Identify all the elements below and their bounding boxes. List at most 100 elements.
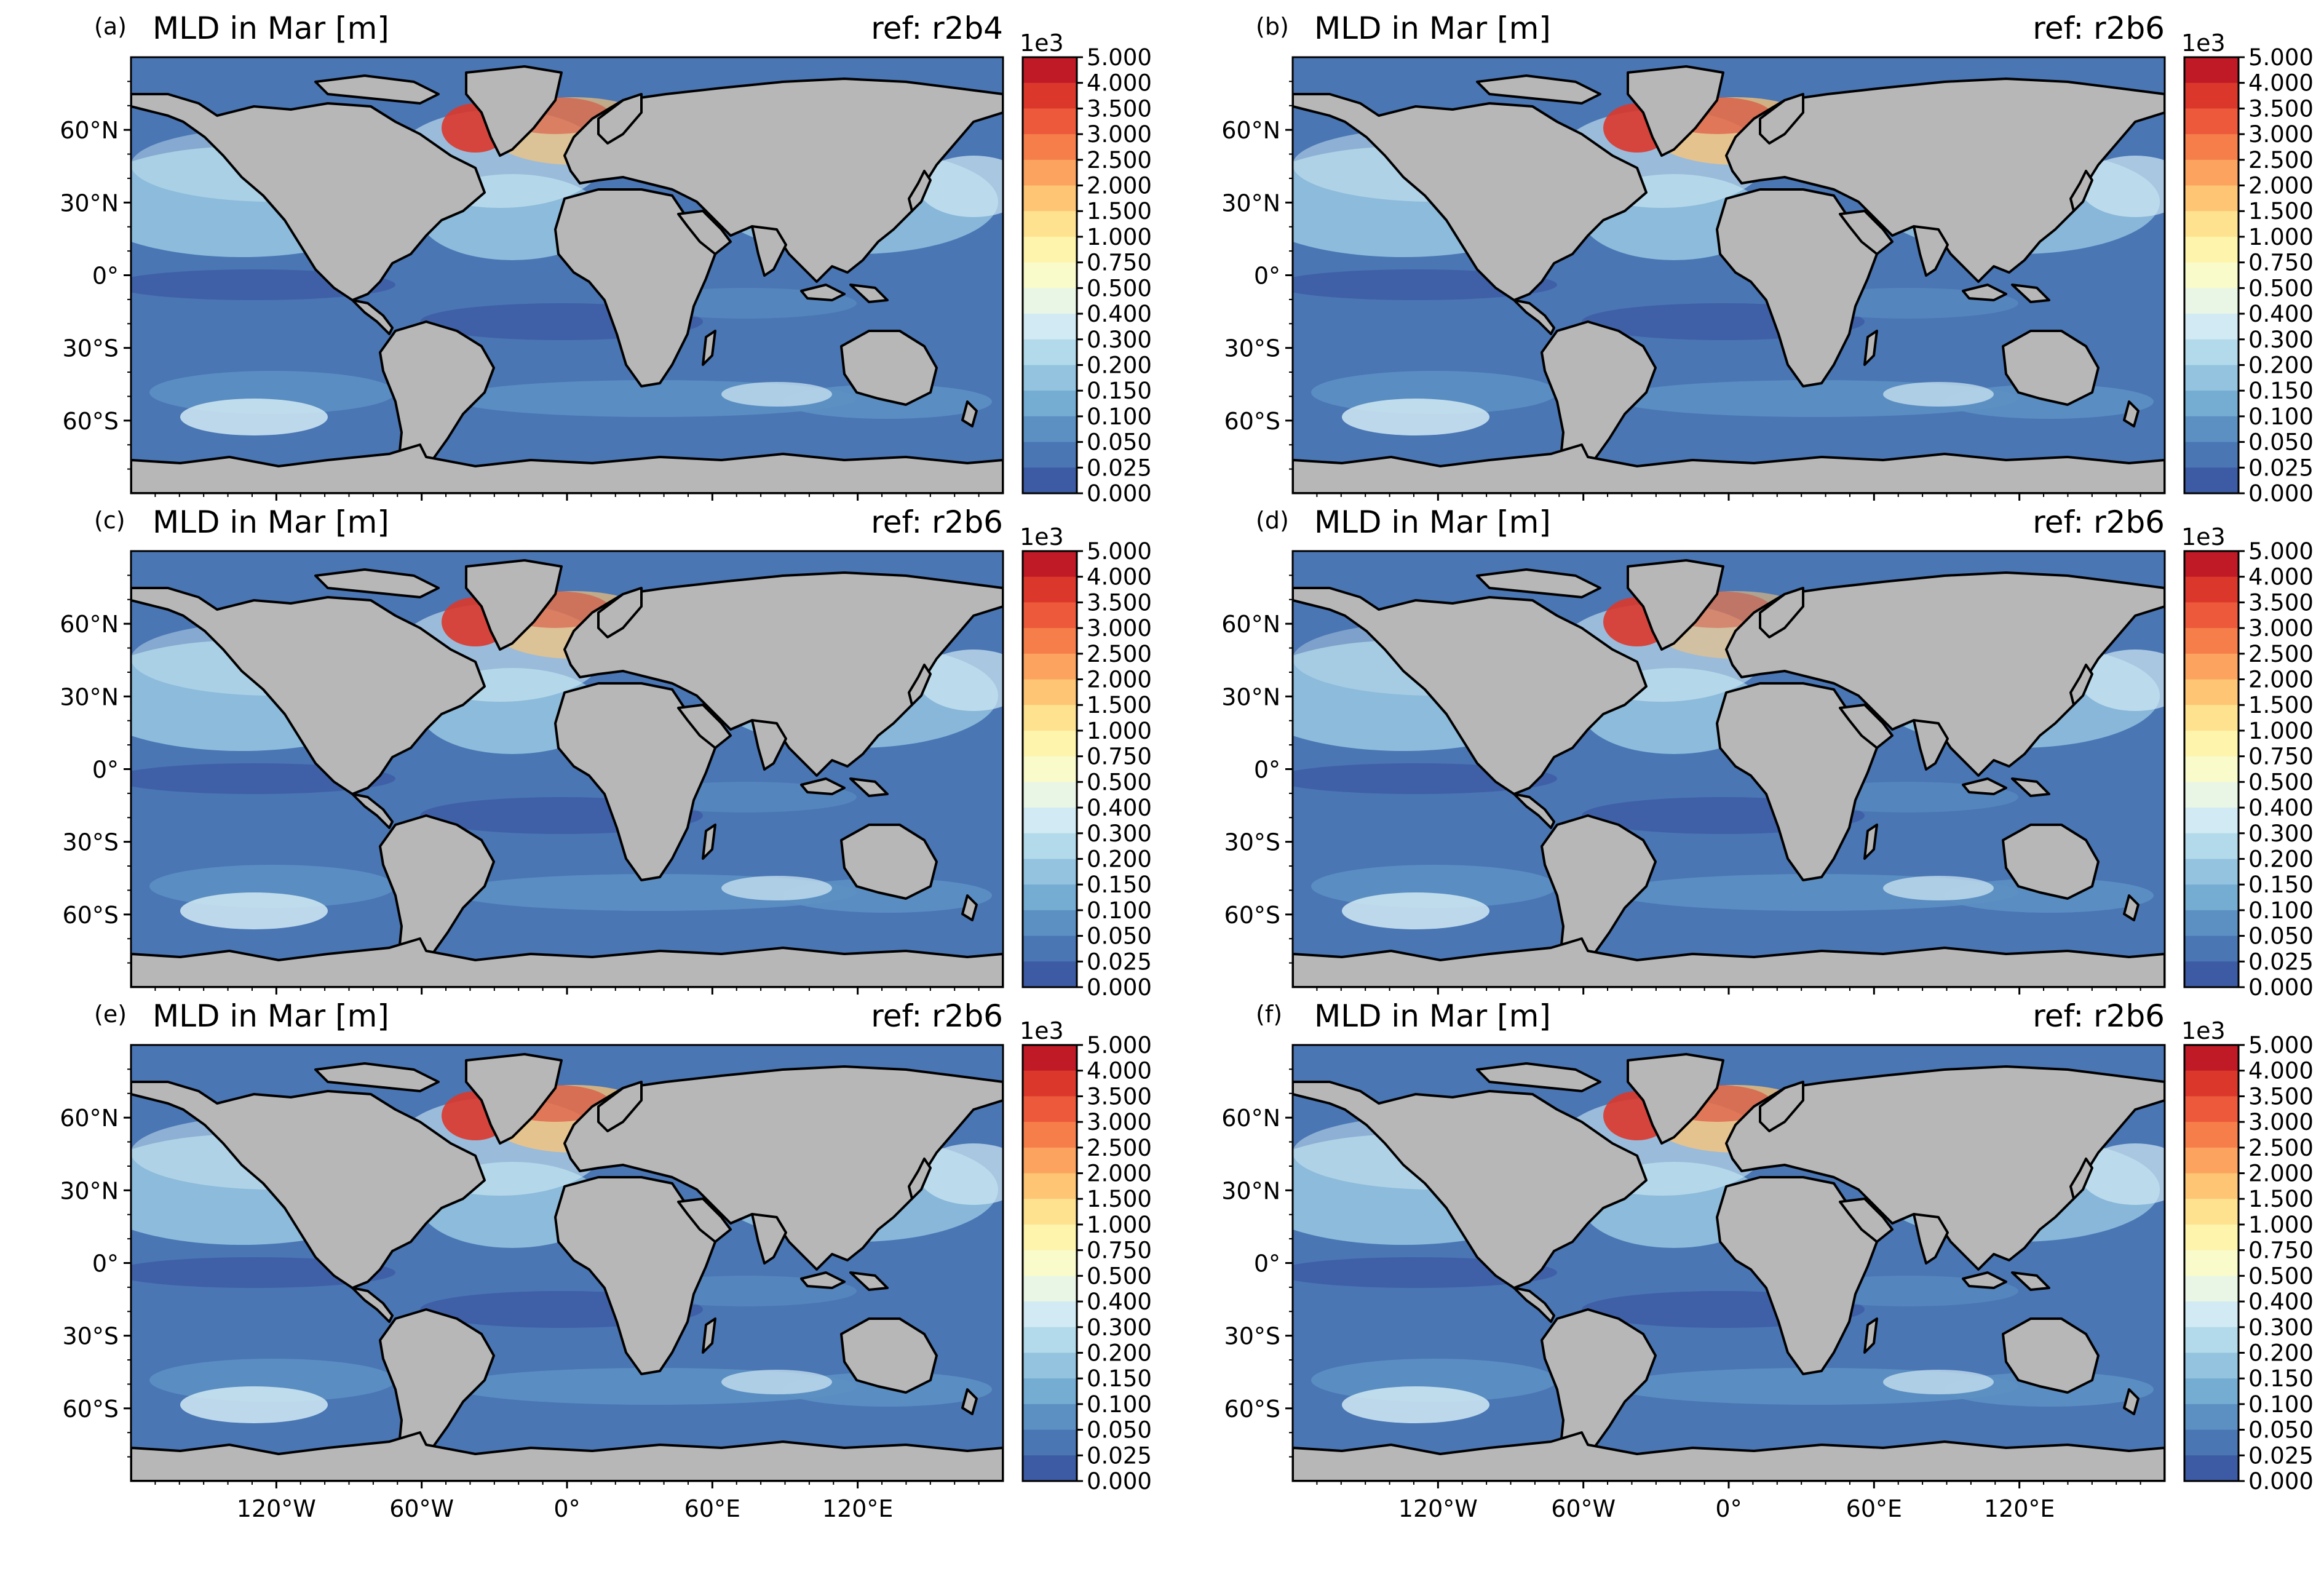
colorbar-tick-label: 0.500 [2248,769,2314,795]
colorbar-tick-label: 0.050 [1087,429,1152,456]
colorbar-tick-label: 3.500 [1087,589,1152,616]
colorbar-segment [1023,57,1077,84]
colorbar-segment [1023,833,1077,860]
colorbar-segment [2184,1301,2239,1328]
colorbar-tick-label: 2.500 [2248,147,2314,173]
panel-title: MLD in Mar [m] [1314,504,1551,540]
colorbar-tick-label: 3.500 [2248,95,2314,122]
colorbar-segment [1023,910,1077,937]
colorbar-tick-label: 0.150 [1087,872,1152,898]
y-tick-label: 60°N [1221,1105,1280,1132]
colorbar-segment [1023,602,1077,629]
colorbar-tick-label: 0.500 [1087,769,1152,795]
colorbar-tick-label: 1.500 [1087,198,1152,224]
y-tick-label: 30°S [1224,1323,1280,1350]
colorbar-segment [2184,1045,2239,1071]
colorbar-tick-label: 5.000 [1087,44,1152,71]
colorbar-tick-label: 0.500 [1087,275,1152,301]
colorbar: 5.0004.0003.5003.0002.5002.0001.5001.000… [1020,30,1152,507]
colorbar-tick-label: 0.025 [1087,948,1152,975]
colorbar-tick-label: 0.050 [2248,1417,2314,1444]
x-tick-label: 60°E [1846,1495,1902,1522]
colorbar-segment [1023,1173,1077,1199]
colorbar-segment [1023,884,1077,911]
colorbar-segment [1023,365,1077,391]
colorbar: 5.0004.0003.5003.0002.5002.0001.5001.000… [2181,30,2314,507]
colorbar-segment [1023,1378,1077,1405]
colorbar-tick-label: 4.000 [2248,1058,2314,1084]
map-panel: (f) MLD in Mar [m] ref: r2b6 60°N 30°N 0° 30°S… [1221,998,2314,1522]
panel-title: MLD in Mar [m] [153,10,389,46]
colorbar-tick-label: 3.000 [1087,615,1152,642]
x-tick-label: 0° [1715,1495,1742,1522]
colorbar: 5.0004.0003.5003.0002.5002.0001.5001.000… [2181,523,2314,1001]
colorbar-segment [1023,236,1077,263]
panel-label: (f) [1256,1001,1282,1028]
map-panel: (a) MLD in Mar [m] ref: r2b4 60°N 30°N 0° 30°S… [60,10,1152,507]
colorbar-tick-label: 0.150 [1087,1365,1152,1392]
colorbar-tick-label: 0.750 [1087,1237,1152,1264]
y-tick-label: 60°N [60,611,119,638]
colorbar-tick-label: 0.050 [2248,923,2314,950]
colorbar-segment [1023,679,1077,705]
colorbar-segment [1023,551,1077,578]
colorbar-segment [2184,262,2239,288]
colorbar-tick-label: 0.200 [1087,846,1152,872]
colorbar-tick-label: 2.500 [2248,641,2314,667]
colorbar-segment [2184,884,2239,911]
colorbar-segment [2184,653,2239,680]
y-tick-label: 30°S [63,1323,119,1350]
colorbar-tick-label: 0.050 [2248,429,2314,456]
colorbar-tick-label: 2.000 [1087,667,1152,693]
colorbar-tick-label: 0.300 [2248,327,2314,353]
y-tick-label: 60°S [63,408,119,435]
panel-ref: ref: r2b6 [871,504,1003,540]
map-field [131,551,1003,987]
colorbar-tick-label: 1.000 [1087,718,1152,744]
colorbar-tick-label: 1.000 [2248,1212,2314,1238]
colorbar-tick-label: 2.500 [2248,1135,2314,1161]
colorbar-segment [2184,1096,2239,1122]
colorbar-tick-label: 4.000 [1087,70,1152,97]
colorbar-tick-label: 4.000 [1087,564,1152,590]
colorbar-tick-label: 0.500 [1087,1263,1152,1289]
colorbar-segment [2184,602,2239,629]
y-tick-label: 30°S [1224,335,1280,362]
y-tick-label: 0° [1254,263,1280,290]
colorbar-tick-label: 3.000 [1087,121,1152,148]
y-tick-label: 60°S [63,1396,119,1423]
colorbar-tick-label: 0.400 [1087,795,1152,821]
colorbar-segment [1023,961,1077,988]
colorbar-segment [1023,82,1077,109]
y-tick-label: 0° [1254,757,1280,784]
colorbar-segment [2184,1173,2239,1199]
colorbar-tick-label: 0.000 [1087,480,1152,507]
colorbar-tick-label: 5.000 [2248,538,2314,565]
colorbar-tick-label: 3.500 [1087,95,1152,122]
map-field [131,57,1003,493]
colorbar-segment [1023,159,1077,186]
colorbar-offset-label: 1e3 [1020,523,1064,550]
colorbar-tick-label: 0.300 [2248,1314,2314,1341]
colorbar: 5.0004.0003.5003.0002.5002.0001.5001.000… [1020,523,1152,1001]
x-tick-label: 120°E [1984,1495,2055,1522]
colorbar-tick-label: 0.100 [2248,1391,2314,1418]
colorbar-tick-label: 0.750 [2248,250,2314,276]
colorbar-segment [2184,1353,2239,1379]
map-panel: (e) MLD in Mar [m] ref: r2b6 60°N 30°N 0° 30°S… [60,998,1152,1522]
colorbar-segment [1023,1455,1077,1482]
colorbar-offset-label: 1e3 [2181,1017,2226,1044]
panel-label: (c) [94,507,125,534]
colorbar-tick-label: 0.300 [1087,327,1152,353]
colorbar: 5.0004.0003.5003.0002.5002.0001.5001.000… [2181,1017,2314,1495]
colorbar-tick-label: 3.500 [1087,1083,1152,1110]
map-field [131,1045,1003,1481]
colorbar-tick-label: 1.000 [2248,224,2314,250]
colorbar-tick-label: 1.500 [1087,1186,1152,1212]
y-tick-label: 30°N [60,683,119,710]
colorbar-segment [2184,730,2239,757]
colorbar-tick-label: 0.100 [1087,403,1152,430]
panel-ref: ref: r2b6 [2033,10,2165,46]
colorbar-segment [1023,339,1077,366]
